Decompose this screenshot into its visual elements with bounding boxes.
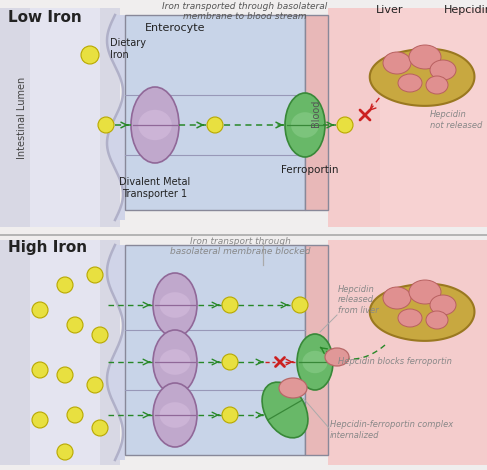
Circle shape <box>32 302 48 318</box>
Circle shape <box>67 407 83 423</box>
Circle shape <box>92 327 108 343</box>
Ellipse shape <box>430 60 456 80</box>
Ellipse shape <box>409 280 441 304</box>
Bar <box>125 245 305 455</box>
Bar <box>30 240 100 465</box>
Text: Hepcidin: Hepcidin <box>444 5 487 15</box>
Text: Dietary
Iron: Dietary Iron <box>110 38 146 60</box>
Circle shape <box>57 444 73 460</box>
Text: Hepcidin
released
from liver: Hepcidin released from liver <box>338 285 379 315</box>
Ellipse shape <box>430 295 456 315</box>
Text: Hepcidin
not released: Hepcidin not released <box>430 110 483 130</box>
Text: High Iron: High Iron <box>8 240 87 255</box>
Ellipse shape <box>153 273 197 337</box>
Ellipse shape <box>398 74 422 92</box>
Circle shape <box>57 367 73 383</box>
Bar <box>305 15 328 210</box>
Bar <box>125 15 305 210</box>
Text: Intestinal Lumen: Intestinal Lumen <box>17 77 27 159</box>
Ellipse shape <box>383 52 411 74</box>
Ellipse shape <box>262 382 308 438</box>
Bar <box>30 8 100 227</box>
Text: Blood: Blood <box>311 99 321 127</box>
Ellipse shape <box>160 292 190 318</box>
Ellipse shape <box>398 309 422 327</box>
Bar <box>0 240 120 465</box>
Circle shape <box>337 117 353 133</box>
Polygon shape <box>370 284 474 341</box>
Circle shape <box>222 354 238 370</box>
Circle shape <box>87 377 103 393</box>
Circle shape <box>67 317 83 333</box>
Ellipse shape <box>153 383 197 447</box>
Text: Divalent Metal
Transporter 1: Divalent Metal Transporter 1 <box>119 177 190 199</box>
Text: Low Iron: Low Iron <box>8 10 82 25</box>
Circle shape <box>87 267 103 283</box>
Bar <box>328 8 487 227</box>
Text: Iron transported through basolateral
membrane to blood stream: Iron transported through basolateral mem… <box>162 2 328 22</box>
Text: Liver: Liver <box>376 5 404 15</box>
Ellipse shape <box>426 76 448 94</box>
Ellipse shape <box>153 330 197 394</box>
Circle shape <box>57 277 73 293</box>
Text: Hepcidin blocks ferroportin: Hepcidin blocks ferroportin <box>338 358 452 367</box>
Circle shape <box>98 117 114 133</box>
Text: Hepcidin-ferroportin complex
internalized: Hepcidin-ferroportin complex internalize… <box>330 420 453 440</box>
Circle shape <box>222 297 238 313</box>
Bar <box>305 245 328 455</box>
Ellipse shape <box>302 351 328 373</box>
Ellipse shape <box>279 378 307 398</box>
Ellipse shape <box>426 311 448 329</box>
Circle shape <box>32 412 48 428</box>
Bar <box>0 8 120 227</box>
Ellipse shape <box>383 287 411 309</box>
Ellipse shape <box>160 349 190 375</box>
Circle shape <box>32 362 48 378</box>
Ellipse shape <box>285 93 325 157</box>
Ellipse shape <box>138 110 172 140</box>
Circle shape <box>292 297 308 313</box>
Bar <box>328 240 487 465</box>
Circle shape <box>207 117 223 133</box>
Ellipse shape <box>409 45 441 69</box>
Ellipse shape <box>291 112 319 138</box>
Text: Ferroportin: Ferroportin <box>281 165 339 175</box>
Ellipse shape <box>160 402 190 428</box>
Bar <box>380 8 487 227</box>
Polygon shape <box>370 49 474 106</box>
Ellipse shape <box>297 334 333 390</box>
Ellipse shape <box>131 87 179 163</box>
Circle shape <box>222 407 238 423</box>
Text: Iron transport through
basolateral membrane blocked: Iron transport through basolateral membr… <box>170 237 310 257</box>
Text: Enterocyte: Enterocyte <box>145 23 206 33</box>
Ellipse shape <box>325 348 349 366</box>
Circle shape <box>81 46 99 64</box>
Circle shape <box>92 420 108 436</box>
